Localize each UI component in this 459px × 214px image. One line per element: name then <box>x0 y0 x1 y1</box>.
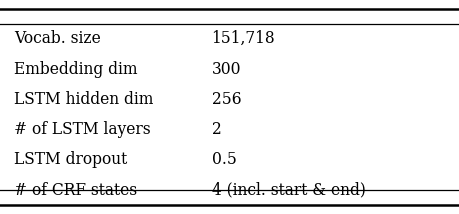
Text: 4 (incl. start & end): 4 (incl. start & end) <box>211 182 365 199</box>
Text: LSTM dropout: LSTM dropout <box>14 152 127 168</box>
Text: LSTM hidden dim: LSTM hidden dim <box>14 91 153 108</box>
Text: 0.5: 0.5 <box>211 152 236 168</box>
Text: Embedding dim: Embedding dim <box>14 61 137 77</box>
Text: 151,718: 151,718 <box>211 30 274 47</box>
Text: 256: 256 <box>211 91 241 108</box>
Text: Vocab. size: Vocab. size <box>14 30 101 47</box>
Text: 300: 300 <box>211 61 241 77</box>
Text: # of LSTM layers: # of LSTM layers <box>14 121 150 138</box>
Text: 2: 2 <box>211 121 221 138</box>
Text: # of CRF states: # of CRF states <box>14 182 137 199</box>
